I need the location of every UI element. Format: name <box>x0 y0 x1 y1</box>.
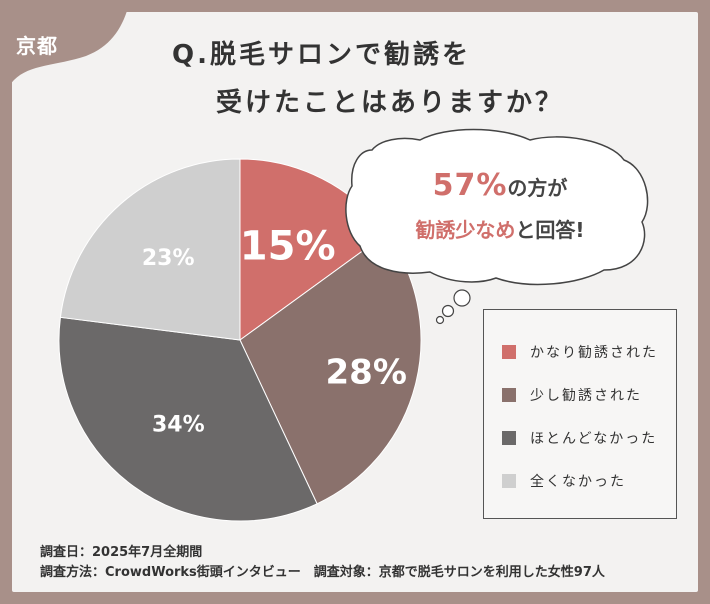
legend-swatch-0 <box>502 345 516 359</box>
legend-item-0: かなり勧誘された <box>502 342 658 362</box>
legend-item-3: 全くなかった <box>502 471 626 491</box>
region-badge <box>0 0 130 112</box>
callout-ending: と回答! <box>515 218 585 242</box>
pie-slice-3 <box>59 158 241 341</box>
legend-swatch-3 <box>502 474 516 488</box>
callout-line2: 勧誘少なめと回答! <box>385 214 615 243</box>
pie-label-2: 34% <box>152 412 205 437</box>
legend-label-1: 少し勧誘された <box>530 388 642 404</box>
callout-suffix: の方が <box>507 176 568 200</box>
pie-label-1: 28% <box>326 352 407 392</box>
pie-slice-2 <box>58 316 318 522</box>
pie-label-0: 15% <box>240 223 336 269</box>
survey-date: 調査日：2025年7月全期間 <box>40 545 203 560</box>
survey-method: 調査方法：CrowdWorks街頭インタビュー 調査対象：京都で脱毛サロンを利用… <box>40 565 605 580</box>
chart-legend: かなり勧誘された 少し勧誘された ほとんどなかった 全くなかった <box>483 309 677 519</box>
callout-highlight: 勧誘少なめ <box>415 218 516 242</box>
pie-label-3: 23% <box>142 246 195 271</box>
page-title-line1: Q.脱毛サロンで勧誘を <box>172 40 471 70</box>
callout-percent: 57% <box>432 168 508 203</box>
legend-swatch-1 <box>502 388 516 402</box>
legend-label-3: 全くなかった <box>530 474 626 490</box>
callout-line1: 57%の方が <box>385 168 615 203</box>
legend-label-2: ほとんどなかった <box>530 431 658 447</box>
legend-item-2: ほとんどなかった <box>502 428 657 448</box>
region-label: 京都 <box>16 34 58 58</box>
legend-item-1: 少し勧誘された <box>502 385 642 405</box>
page-title-line2: 受けたことはありますか？ <box>216 88 565 118</box>
legend-label-0: かなり勧誘された <box>530 345 658 361</box>
legend-swatch-2 <box>502 431 516 445</box>
